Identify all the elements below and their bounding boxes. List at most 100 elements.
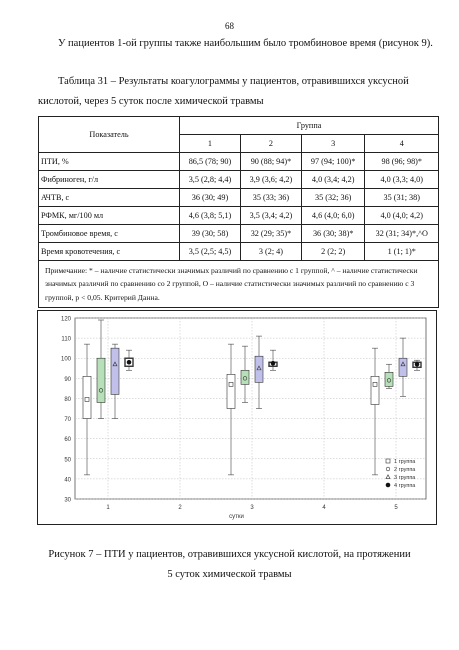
table-cell: 36 (30; 49) [179,188,241,207]
table-cell: 39 (30; 58) [179,224,241,243]
median-marker [414,361,420,367]
table-row: РФМК, мг/100 мл 4,6 (3,8; 5,1) 3,5 (3,4;… [38,206,439,225]
table-cell: 1 (1; 1)* [364,242,439,261]
median-marker [126,359,132,365]
median-marker [385,466,391,472]
table-cell: 32 (31; 34)*,^O [364,224,439,243]
group-number: 2 [239,134,302,153]
legend-label: 2 группа [394,467,416,473]
median-marker [400,361,406,367]
box [370,376,380,405]
x-axis-label: сутки [229,514,244,520]
table-cell: 4,6 (3,8; 5,1) [179,206,241,225]
table-cell: 3,5 (2,5; 4,5) [179,242,241,261]
table-cell: 3 (2; 4) [239,242,302,261]
figure-caption-line2: 5 суток химической травмы [167,569,292,580]
median-marker [84,397,90,402]
median-marker [372,382,378,387]
median-marker [386,378,392,383]
row-indicator: РФМК, мг/100 мл [38,206,180,225]
table-group-numbers-row: 1 2 3 4 [39,134,439,153]
x-tick-label: 2 [178,505,182,511]
table-cell: 36 (30; 38)* [300,224,366,243]
plot-area [74,317,427,500]
box [398,357,408,377]
box [384,371,394,387]
median-marker [228,382,234,387]
box [254,355,264,383]
legend-label: 1 группа [394,459,416,465]
table-row: АЧТВ, с 36 (30; 49) 35 (33; 36) 35 (32; … [38,188,439,207]
table-cell: 35 (32; 36) [300,188,366,207]
row-indicator: АЧТВ, с [38,188,180,207]
table-row: Фибриноген, г/л 3,5 (2,8; 4,4) 3,9 (3,6;… [38,170,439,189]
y-tick-label: 110 [61,337,71,343]
table-cell: 86,5 (78; 90) [179,152,241,171]
x-tick-label: 4 [322,505,326,511]
table-cell: 97 (94; 100)* [300,152,366,171]
x-tick-label: 3 [250,505,254,511]
header-group: Группа [179,116,439,135]
y-tick-label: 100 [61,357,72,363]
median-marker [270,360,276,366]
table-cell: 2 (2; 2) [300,242,366,261]
row-indicator: Тромбиновое время, с [38,224,180,243]
legend-label: 3 группа [394,475,416,481]
box [110,347,120,395]
table-cell: 32 (29; 35)* [239,224,302,243]
y-tick-label: 70 [64,417,71,423]
table-note-row: Примечание: * – наличие статистически зн… [38,260,439,308]
table-caption-line2: кислотой, через 5 суток после химической… [38,96,264,107]
y-tick-label: 90 [64,377,71,383]
group-number: 1 [179,134,241,153]
box [240,369,250,385]
row-indicator: Фибриноген, г/л [38,170,180,189]
table-row: Время кровотечения, с 3,5 (2,5; 4,5) 3 (… [38,242,439,261]
page-number: 68 [225,21,234,31]
group-number: 3 [300,134,366,153]
table-cell: 3,5 (3,4; 4,2) [239,206,302,225]
table-caption-line1: Таблица 31 – Результаты коагулограммы у … [58,76,409,87]
table-note: Примечание: * – наличие статистически зн… [38,260,439,308]
group-number: 4 [364,134,439,153]
table-row: Тромбиновое время, с 39 (30; 58) 32 (29;… [38,224,439,243]
table-cell: 4,0 (4,0; 4,2) [364,206,439,225]
row-indicator: Время кровотечения, с [38,242,180,261]
legend-label: 4 группа [394,483,416,489]
table-header-row: Показатель Группа [38,116,439,153]
y-tick-label: 120 [61,317,72,323]
y-tick-label: 50 [64,457,71,463]
table-cell: 4,0 (3,3; 4,0) [364,170,439,189]
table-cell: 3,5 (2,8; 4,4) [179,170,241,189]
box [226,374,236,409]
header-indicator: Показатель [38,116,180,153]
median-marker [242,376,248,381]
median-marker [256,365,262,371]
pti-chart-frame: 30 40 50 60 70 80 90 100 110 120 1 2 3 4 5 сутки 1 групп… [37,310,437,525]
row-indicator: ПТИ, % [38,152,180,171]
table-cell: 3,9 (3,6; 4,2) [239,170,302,189]
table-cell: 35 (31; 38) [364,188,439,207]
pti-boxplot-chart: 30 40 50 60 70 80 90 100 110 120 1 2 3 4 5 сутки 1 групп… [61,317,427,520]
table-row: ПТИ, % 86,5 (78; 90) 90 (88; 94)* 97 (94… [38,152,439,171]
y-tick-label: 40 [64,477,71,483]
median-marker [112,361,118,367]
figure-caption-line1: Рисунок 7 – ПТИ у пациентов, отравившихс… [48,549,411,560]
intro-paragraph: У пациентов 1-ой группы также наибольшим… [58,38,433,49]
results-table: Показатель Группа 1 2 3 4 ПТИ, % 86,5 (7… [38,116,439,308]
median-marker [385,482,391,488]
y-tick-label: 60 [64,437,71,443]
x-tick-label: 5 [394,505,398,511]
y-tick-label: 80 [64,397,71,403]
table-cell: 98 (96; 98)* [364,152,439,171]
box [96,357,106,403]
table-cell: 90 (88; 94)* [239,152,302,171]
table-cell: 35 (33; 36) [239,188,302,207]
median-marker [385,474,391,479]
median-marker [385,458,391,464]
x-tick-label: 1 [106,505,110,511]
table-cell: 4,6 (4,0; 6,0) [300,206,366,225]
median-marker [98,388,104,393]
y-tick-label: 30 [64,498,71,504]
table-cell: 4,0 (3,4; 4,2) [300,170,366,189]
